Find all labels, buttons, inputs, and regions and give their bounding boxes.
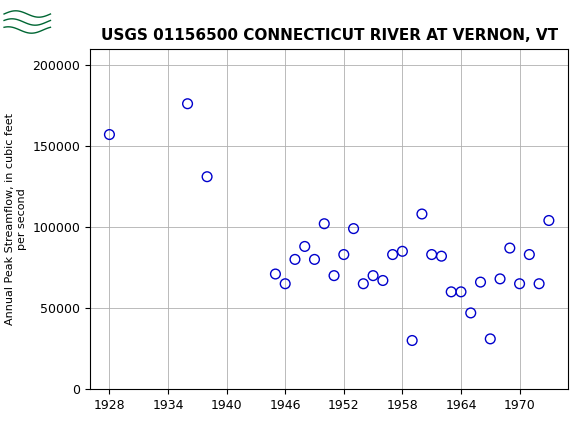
Point [310,256,319,263]
Point [447,289,456,295]
Point [466,310,476,316]
Point [427,251,436,258]
Point [437,253,446,260]
Y-axis label: Annual Peak Streamflow, in cubic feet
per second: Annual Peak Streamflow, in cubic feet pe… [5,113,27,325]
Point [349,225,358,232]
Point [388,251,397,258]
Point [339,251,349,258]
Point [544,217,553,224]
Point [525,251,534,258]
Title: USGS 01156500 CONNECTICUT RIVER AT VERNON, VT: USGS 01156500 CONNECTICUT RIVER AT VERNO… [100,28,558,43]
Point [534,280,543,287]
Point [505,245,514,252]
FancyBboxPatch shape [3,3,52,37]
Point [320,220,329,227]
Point [202,173,212,180]
Point [408,337,417,344]
Point [485,335,495,342]
Point [476,279,485,286]
Point [183,100,192,107]
Point [495,276,505,283]
Point [398,248,407,255]
Point [300,243,309,250]
Point [105,131,114,138]
Point [515,280,524,287]
Point [358,280,368,287]
Point [417,211,426,218]
Point [281,280,290,287]
Point [329,272,339,279]
Point [291,256,300,263]
Text: USGS: USGS [58,11,113,29]
Point [368,272,378,279]
Point [271,270,280,277]
Point [378,277,387,284]
Point [456,289,466,295]
